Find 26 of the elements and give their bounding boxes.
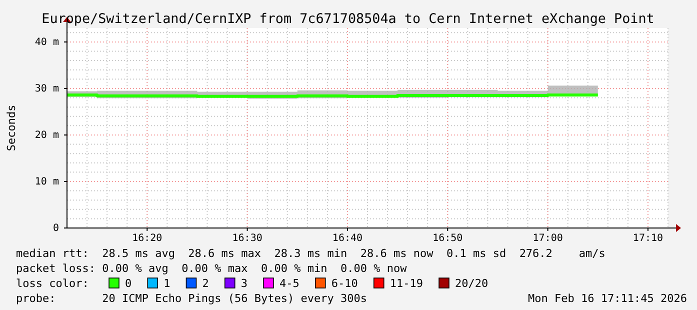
x-tick-label: 17:10 xyxy=(632,233,664,244)
legend-label: 1 xyxy=(164,277,170,290)
text: probe: 20 ICMP Echo Pings (56 Bytes) every 300s xyxy=(16,292,367,305)
y-tick-label: 20 m xyxy=(34,130,59,142)
text: Mon Feb 16 17:11:45 2026 xyxy=(528,292,687,305)
y-tick-label: 0 xyxy=(52,223,59,234)
y-tick-label: 40 m xyxy=(34,37,59,48)
legend-label: 4-5 xyxy=(280,277,300,290)
legend-label: 0 xyxy=(125,277,132,290)
x-tick-label: 16:40 xyxy=(332,233,363,244)
legend-label: 20/20 xyxy=(455,277,488,290)
y-axis-title: Seconds xyxy=(5,104,18,152)
y-tick-label: 10 m xyxy=(34,176,59,188)
chart-title: Europe/Switzerland/CernIXP from 7c671708504a to Cern Internet eXchange Point xyxy=(42,12,654,27)
legend-label: 3 xyxy=(240,277,248,290)
y-tick-label: 30 m xyxy=(34,84,59,95)
x-tick-label: 16:30 xyxy=(232,233,262,244)
legend-label: 2 xyxy=(202,277,209,290)
x-tick-label: 16:50 xyxy=(432,233,463,244)
x-tick-label: 16:20 xyxy=(132,233,162,244)
text: median rtt: 28.5 ms avg 28.6 ms max 28.3 ms min 28.6 ms now 0.1 ms sd 276.2 am/s xyxy=(16,247,606,260)
legend-label: 11-19 xyxy=(390,277,423,290)
legend-label: 6-10 xyxy=(331,277,358,290)
legend-title: loss color: xyxy=(16,277,89,290)
x-tick-label: 17:00 xyxy=(532,233,563,244)
text: packet loss: 0.00 % avg 0.00 % max 0.00 % min 0.00 % now xyxy=(16,262,408,275)
